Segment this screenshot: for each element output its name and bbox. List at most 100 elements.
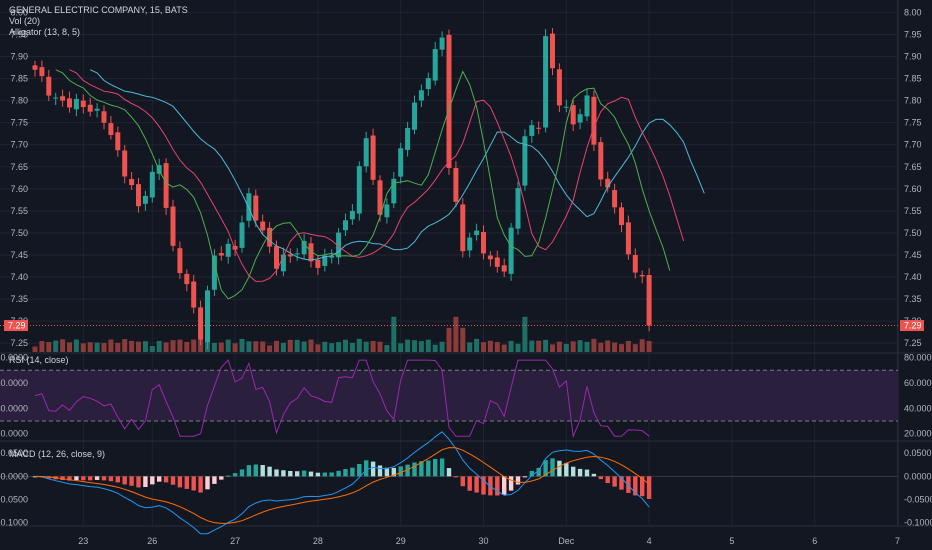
candle-body [108,123,114,136]
candle-body [584,95,590,117]
volume-bar [584,341,590,352]
candle-body [363,138,369,167]
price-axis-right-label: 7.80 [904,96,922,106]
candle-body [349,210,355,220]
chart-legend: GENERAL ELECTRIC COMPANY, 15, BATS Vol (… [9,5,188,459]
candle-body [101,111,107,123]
volume-bar [605,340,611,352]
macd-histogram-bar [453,476,459,478]
last-price-marker: 7.29 7.29 [0,320,924,332]
price-axis-left-label: 7.90 [10,52,28,62]
price-axis-left-label: 7.35 [10,294,28,304]
macd-histogram-bar [101,476,107,481]
volume-bar [170,340,176,352]
macd-histogram-bar [81,476,86,481]
macd-histogram-bar [433,459,438,477]
macd-histogram-bar [557,460,562,477]
macd-histogram-bar [288,470,293,477]
candle-body [329,255,335,258]
macd-histogram-bar [232,473,238,477]
price-axis-right-label: 7.35 [904,294,922,304]
candle-body [453,168,459,202]
volume-bar [343,339,348,352]
volume-bar [515,343,521,352]
macd-histogram-bar [301,470,307,477]
macd-histogram-bar [619,476,624,490]
candle-body [639,275,645,277]
macd-panel [0,431,898,535]
volume-bar [481,342,486,352]
candle-body [384,204,390,218]
volume-bar [142,341,148,352]
macd-histogram-bar [508,476,514,491]
volume-bar [274,340,279,352]
macd-histogram-bar [108,476,114,482]
volume-bar [556,341,562,352]
volume-bar [232,343,238,352]
macd-histogram-bar [384,467,390,477]
macd-histogram-bar [212,476,217,484]
volume-bar [184,341,190,352]
last-price-text-left: 7.29 [8,321,26,331]
price-axis-left-label: 7.75 [10,118,28,128]
macd-histogram-bar [377,465,383,477]
candle-body [274,246,279,269]
price-axis-left-label: 7.60 [10,184,28,194]
candle-body [218,253,224,256]
time-axis-label: 5 [729,536,734,546]
volume-bar [508,340,514,352]
macd-histogram-bar [143,476,148,488]
candle-body [32,65,38,70]
price-axis-right-label: 7.50 [904,228,922,238]
candle-body [170,206,176,246]
macd-histogram-bar [88,476,93,481]
candle-body [522,136,528,186]
candle-body [460,204,466,252]
price-axis-left-label: 7.85 [10,74,28,84]
volume-bar [73,339,79,352]
price-axis-left-label: 7.95 [10,29,28,39]
macd-histogram-bar [536,467,541,477]
macd-axis-right-label: 0.0000 [904,471,932,481]
candle-body [294,253,300,255]
candle-body [343,220,348,231]
rsi-axis-left-label: 40.0000 [0,403,28,413]
price-axis-right-label: 7.70 [904,140,922,150]
time-axis-label: Dec [558,536,575,546]
volume-bar [136,341,141,352]
candle-body [115,132,121,151]
last-price-badge-left [4,320,28,332]
candle-body [646,275,652,326]
candle-body [474,230,480,236]
volume-bar [177,339,183,352]
volume-bar [94,342,100,352]
legend-title: GENERAL ELECTRIC COMPANY, 15, BATS [9,5,188,15]
candle-body [149,171,155,198]
macd-histogram-bar [67,476,72,481]
candle-body [239,222,245,248]
macd-histogram-bar [136,476,141,488]
volume-bar [280,342,286,352]
volume-bar [501,344,507,352]
candle-body [287,254,293,257]
volume-bar [370,340,376,352]
volume-bar [101,342,107,352]
macd-axis-left-label: 0.0500 [0,448,28,458]
macd-histogram-bar [163,476,169,483]
rsi-axis-left-label: 20.0000 [0,429,28,439]
macd-axis-right-label: 0.0500 [904,448,932,458]
macd-histogram-bar [219,476,224,480]
price-candles[interactable] [32,28,652,350]
volume-bar [412,340,417,352]
time-axis-label: 23 [78,536,88,546]
volume-bar [453,316,459,352]
volume-bar [211,342,217,352]
macd-histogram-bar [295,471,300,477]
macd-histogram-bar [515,476,521,485]
macd-histogram-bar [571,466,576,477]
candle-body [260,221,266,231]
volume-bar [356,338,362,352]
macd-axis-left-label: -0.0500 [0,495,28,505]
